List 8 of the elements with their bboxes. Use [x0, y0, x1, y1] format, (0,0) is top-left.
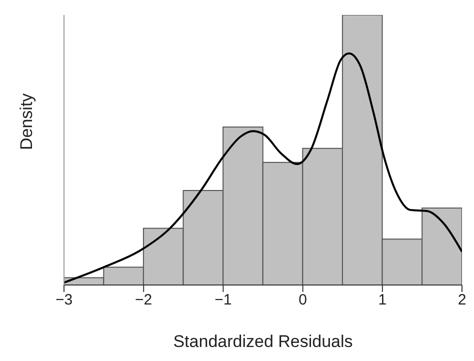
- x-tick-label: 2: [458, 292, 466, 309]
- x-tick-label: −1: [214, 292, 232, 309]
- x-tick-label: −2: [135, 292, 152, 309]
- x-tick-label: 0: [298, 292, 307, 309]
- x-tick-label: 1: [378, 292, 387, 309]
- x-axis-title: Standardized Residuals: [173, 332, 353, 351]
- x-tick-label: −3: [55, 292, 73, 309]
- y-axis-title: Density: [17, 92, 36, 150]
